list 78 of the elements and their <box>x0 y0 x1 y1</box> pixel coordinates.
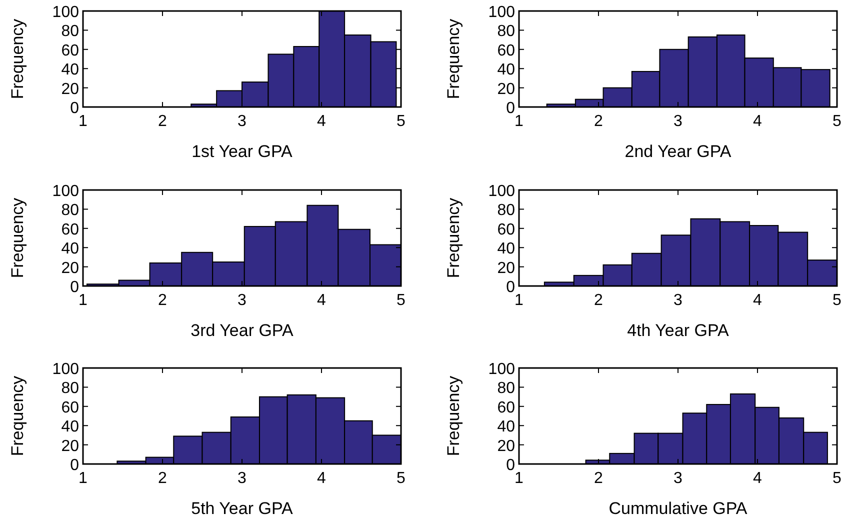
y-axis-title: Frequency <box>8 18 27 100</box>
x-tick-label: 1 <box>78 113 88 130</box>
x-tick-label: 2 <box>158 470 168 487</box>
x-tick-label: 2 <box>158 113 168 130</box>
x-tick-label: 3 <box>674 470 683 487</box>
x-axis-title: 3rd Year GPA <box>190 321 294 340</box>
x-tick-label: 1 <box>514 113 524 130</box>
x-tick-label: 3 <box>238 113 247 130</box>
y-axis-title: Frequency <box>8 197 27 278</box>
y-tick-label: 0 <box>70 100 80 117</box>
x-axis-title: 4th Year GPA <box>627 321 730 340</box>
x-tick-label: 1 <box>514 292 524 309</box>
x-tick-label: 2 <box>594 292 604 309</box>
x-axis-title: 1st Year GPA <box>192 142 294 161</box>
x-tick-label: 3 <box>674 292 683 309</box>
y-tick-label: 100 <box>488 361 516 378</box>
x-axis-title: 2nd Year GPA <box>624 142 732 161</box>
y-tick-label: 40 <box>61 418 80 436</box>
y-tick-label: 0 <box>506 457 516 474</box>
y-axis-title: Frequency <box>444 18 463 100</box>
y-axis-title: Frequency <box>444 375 463 456</box>
x-tick-label: 5 <box>832 470 842 487</box>
y-tick-label: 20 <box>61 438 80 455</box>
y-axis-title: Frequency <box>8 375 27 456</box>
y-tick-label: 0 <box>70 457 80 474</box>
y-tick-label: 40 <box>61 240 80 258</box>
y-tick-label: 40 <box>497 418 516 436</box>
y-tick-label: 80 <box>497 23 516 40</box>
y-tick-label: 60 <box>61 42 80 60</box>
y-tick-label: 0 <box>506 100 516 117</box>
y-tick-label: 80 <box>61 23 80 40</box>
y-tick-label: 20 <box>497 438 516 455</box>
y-tick-label: 80 <box>497 380 516 398</box>
y-tick-label: 60 <box>497 42 516 60</box>
x-tick-label: 1 <box>78 470 88 487</box>
y-tick-label: 40 <box>497 240 516 258</box>
x-tick-label: 2 <box>158 292 168 309</box>
y-tick-label: 100 <box>488 183 516 200</box>
x-tick-label: 4 <box>753 470 762 487</box>
x-axis-title: 5th Year GPA <box>191 499 294 518</box>
y-tick-label: 100 <box>488 4 516 21</box>
y-tick-label: 20 <box>497 260 516 277</box>
y-tick-label: 20 <box>61 80 80 98</box>
y-tick-label: 80 <box>497 202 516 220</box>
x-tick-label: 2 <box>594 470 604 487</box>
x-tick-label: 4 <box>753 113 762 130</box>
x-tick-label: 1 <box>78 292 88 309</box>
y-tick-label: 60 <box>61 221 80 238</box>
x-tick-label: 5 <box>832 292 842 309</box>
x-tick-label: 2 <box>594 113 604 130</box>
x-axis-title: Cummulative GPA <box>608 499 748 518</box>
y-tick-label: 100 <box>52 183 80 200</box>
y-tick-label: 0 <box>70 279 80 296</box>
x-tick-label: 4 <box>317 292 326 309</box>
x-tick-label: 4 <box>317 470 326 487</box>
y-axis-title: Frequency <box>444 197 463 278</box>
x-tick-label: 3 <box>674 113 683 130</box>
x-tick-label: 4 <box>753 292 762 309</box>
x-tick-label: 1 <box>514 470 524 487</box>
x-tick-label: 5 <box>832 113 842 130</box>
y-tick-label: 20 <box>497 80 516 98</box>
x-tick-label: 5 <box>396 113 406 130</box>
y-tick-label: 0 <box>506 279 516 296</box>
y-tick-label: 40 <box>497 62 516 79</box>
x-tick-label: 3 <box>238 470 247 487</box>
y-tick-label: 80 <box>61 380 80 398</box>
y-tick-label: 100 <box>52 361 80 378</box>
y-tick-label: 60 <box>61 399 80 416</box>
x-tick-label: 5 <box>396 470 406 487</box>
y-tick-label: 80 <box>61 202 80 220</box>
y-tick-label: 60 <box>497 221 516 238</box>
x-tick-label: 4 <box>317 113 326 130</box>
y-tick-label: 40 <box>61 62 80 79</box>
x-tick-label: 5 <box>396 292 406 309</box>
y-tick-label: 20 <box>61 260 80 277</box>
y-tick-label: 100 <box>52 4 80 21</box>
y-tick-label: 60 <box>497 399 516 416</box>
x-tick-label: 3 <box>238 292 247 309</box>
